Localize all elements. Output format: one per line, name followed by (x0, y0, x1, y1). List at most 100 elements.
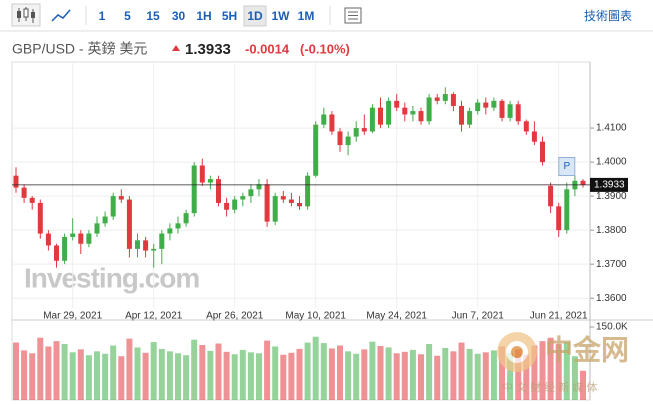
candle-body (321, 114, 327, 125)
candle-body (240, 196, 246, 200)
candle-body (62, 236, 68, 261)
candle-body (21, 187, 27, 198)
candle-body (199, 165, 205, 183)
candle-body (450, 94, 456, 106)
volume-bar (482, 352, 489, 400)
volume-bar (531, 345, 538, 400)
y-tick-label: 1.4100 (596, 123, 627, 134)
volume-bar (37, 337, 44, 400)
instrument-title: GBP/USD - 英鎊 美元 (12, 41, 147, 57)
y-tick-label: 1.3900 (596, 191, 627, 202)
interval-button[interactable]: 1H (196, 9, 211, 23)
volume-bar (523, 354, 530, 400)
volume-bar (45, 346, 52, 400)
candle-body (216, 179, 221, 203)
candle-body (361, 128, 367, 132)
volume-bar (426, 344, 433, 400)
volume-bar (337, 345, 343, 400)
candle-body (143, 240, 149, 251)
volume-tick-label: 150.0K (596, 322, 628, 333)
volume-bar (450, 351, 457, 400)
volume-bar (21, 350, 28, 400)
candle-body (191, 165, 197, 214)
interval-button[interactable]: 15 (146, 9, 160, 23)
site-tagline: 中 文 财 经 新 媒 体 (502, 380, 597, 394)
volume-bar (288, 352, 295, 400)
table-icon[interactable] (344, 7, 362, 24)
candle-body (102, 216, 108, 224)
interval-button[interactable]: 1M (298, 9, 315, 23)
candle-body (402, 107, 408, 115)
volume-bar (345, 351, 352, 400)
volume-bar (320, 343, 327, 400)
candle-body (167, 228, 173, 234)
volume-bar (191, 339, 198, 400)
volume-bar (13, 342, 19, 400)
volume-bar (126, 338, 133, 400)
volume-bar (134, 347, 141, 400)
candle-body (183, 213, 189, 224)
interval-button[interactable]: 5 (124, 9, 131, 23)
candle-body (491, 100, 497, 108)
annotation-label: P (563, 161, 570, 172)
candle-body (531, 131, 537, 142)
candle-body (126, 199, 132, 249)
volume-bar (239, 349, 246, 400)
volume-bar (85, 355, 92, 400)
volume-bar (231, 354, 238, 400)
candle-body (110, 196, 116, 217)
last-price: 1.3933 (185, 41, 231, 58)
candle-body (175, 223, 181, 229)
candle-body (297, 202, 302, 207)
candle-body (475, 102, 481, 112)
chart-link[interactable]: 技術圖表 (584, 9, 632, 23)
x-tick-label: May 24, 2021 (366, 311, 427, 322)
candle-body (442, 94, 448, 101)
candle-body (232, 199, 238, 210)
site-watermark: 中金网 中 文 财 经 新 媒 体 (497, 332, 629, 394)
candle-body (345, 136, 351, 146)
x-tick-label: Jun 7, 2021 (452, 311, 505, 322)
volume-bar (515, 349, 522, 400)
candle-body (280, 196, 286, 200)
y-tick-label: 1.3600 (596, 293, 627, 304)
y-tick-label: 1.3800 (596, 225, 627, 236)
line-icon[interactable] (51, 9, 71, 22)
volume-bar (555, 344, 562, 400)
change-arrow (172, 45, 180, 51)
volume-bar (158, 348, 165, 400)
interval-button[interactable]: 5H (222, 9, 237, 23)
volume-bar (385, 347, 392, 400)
volume-bar (304, 342, 311, 400)
price-change: -0.0014 (245, 41, 290, 56)
candle-body (86, 233, 92, 244)
candle-icon[interactable] (11, 3, 41, 27)
candle-body (434, 97, 440, 101)
volume-bar (183, 355, 190, 400)
volume-bar (166, 351, 173, 400)
volume-bar (580, 370, 586, 400)
volume-bar (29, 353, 36, 400)
annotation-box (558, 157, 576, 177)
volume-bar (401, 351, 408, 400)
volume-bar (53, 341, 60, 400)
x-tick-label: Apr 12, 2021 (125, 311, 183, 322)
interval-button[interactable]: 30 (172, 9, 186, 23)
candle-body (159, 233, 165, 249)
x-tick-label: Apr 26, 2021 (206, 311, 264, 322)
x-tick-label: May 10, 2021 (285, 311, 346, 322)
interval-button[interactable]: 1W (272, 9, 291, 23)
volume-bar (207, 350, 214, 400)
candle-body (467, 111, 473, 125)
candle-body (418, 111, 424, 122)
candle-body (248, 189, 254, 197)
volume-bar (377, 345, 384, 400)
volume-bar (563, 342, 570, 400)
interval-button[interactable]: 1D (247, 9, 263, 23)
volume-bar (328, 348, 335, 400)
volume-bar (264, 340, 271, 400)
candle-body (540, 141, 545, 163)
volume-bar (110, 345, 117, 400)
interval-button[interactable]: 1 (99, 9, 106, 23)
